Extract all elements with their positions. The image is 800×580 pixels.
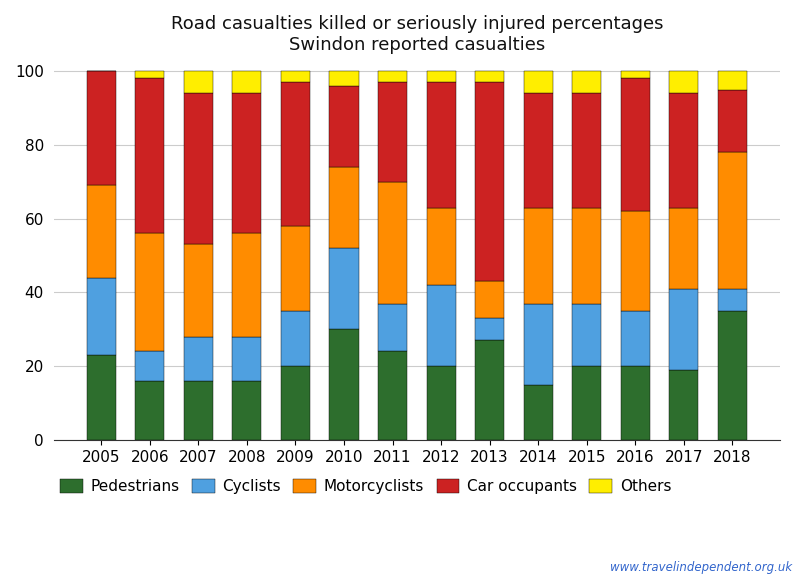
Bar <box>184 245 213 337</box>
Bar <box>378 351 407 440</box>
Bar <box>135 381 164 440</box>
Bar <box>330 71 358 86</box>
Bar <box>572 303 602 366</box>
Bar <box>281 226 310 311</box>
Bar <box>330 248 358 329</box>
Bar <box>426 71 456 82</box>
Bar <box>135 71 164 78</box>
Bar <box>378 71 407 82</box>
Bar <box>378 182 407 303</box>
Legend: Pedestrians, Cyclists, Motorcyclists, Car occupants, Others: Pedestrians, Cyclists, Motorcyclists, Ca… <box>54 473 678 500</box>
Bar <box>426 208 456 285</box>
Bar <box>524 303 553 385</box>
Bar <box>86 278 116 355</box>
Bar <box>281 71 310 82</box>
Title: Road casualties killed or seriously injured percentages
Swindon reported casualt: Road casualties killed or seriously inju… <box>170 15 663 54</box>
Bar <box>621 78 650 211</box>
Bar <box>621 71 650 78</box>
Bar <box>475 82 504 281</box>
Bar <box>718 289 747 311</box>
Bar <box>184 71 213 93</box>
Bar <box>524 385 553 440</box>
Bar <box>378 303 407 351</box>
Bar <box>572 208 602 303</box>
Bar <box>232 381 262 440</box>
Bar <box>426 285 456 366</box>
Bar <box>135 351 164 381</box>
Bar <box>718 89 747 152</box>
Bar <box>184 93 213 245</box>
Bar <box>621 311 650 366</box>
Bar <box>475 340 504 440</box>
Bar <box>281 366 310 440</box>
Bar <box>232 233 262 337</box>
Bar <box>330 167 358 248</box>
Bar <box>426 366 456 440</box>
Bar <box>718 311 747 440</box>
Bar <box>572 71 602 93</box>
Bar <box>135 78 164 233</box>
Bar <box>524 71 553 93</box>
Bar <box>524 93 553 208</box>
Bar <box>184 337 213 381</box>
Bar <box>86 355 116 440</box>
Bar <box>135 233 164 351</box>
Bar <box>232 93 262 233</box>
Bar <box>475 281 504 318</box>
Bar <box>281 311 310 366</box>
Bar <box>572 366 602 440</box>
Bar <box>378 82 407 182</box>
Bar <box>475 318 504 340</box>
Bar <box>184 381 213 440</box>
Bar <box>426 82 456 208</box>
Bar <box>718 152 747 289</box>
Bar <box>524 208 553 303</box>
Bar <box>670 289 698 370</box>
Bar <box>330 86 358 167</box>
Bar <box>572 93 602 208</box>
Text: www.travelindependent.org.uk: www.travelindependent.org.uk <box>610 561 792 574</box>
Bar <box>670 71 698 93</box>
Bar <box>621 211 650 311</box>
Bar <box>475 71 504 82</box>
Bar <box>86 71 116 186</box>
Bar <box>232 71 262 93</box>
Bar <box>281 82 310 226</box>
Bar <box>330 329 358 440</box>
Bar <box>670 93 698 208</box>
Bar <box>670 208 698 289</box>
Bar <box>232 337 262 381</box>
Bar <box>670 370 698 440</box>
Bar <box>86 186 116 278</box>
Bar <box>621 366 650 440</box>
Bar <box>718 71 747 89</box>
